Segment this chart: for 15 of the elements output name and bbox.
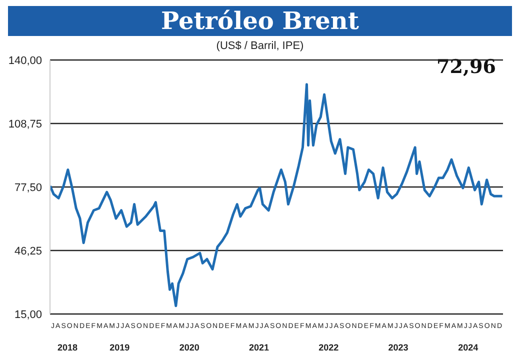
x-tick-label: 2019 <box>110 342 130 352</box>
y-tick-label: 140,00 <box>8 54 42 67</box>
x-tick-label: 2024 <box>458 342 478 352</box>
y-tick-label: 46,25 <box>14 245 42 258</box>
y-tick-label: 15,00 <box>14 308 42 321</box>
chart-subtitle: (US$ / Barril, IPE) <box>215 40 305 52</box>
x-tick-label: 2023 <box>388 342 408 352</box>
y-tick-label: 108,75 <box>8 118 42 130</box>
x-tick-label: 2018 <box>58 342 78 352</box>
x-tick-label: 2022 <box>318 342 339 352</box>
y-tick-label: 77,50 <box>14 182 42 194</box>
line-series <box>50 83 503 308</box>
x-tick-label: 2020 <box>179 342 200 352</box>
x-tick-label: 2021 <box>249 342 270 352</box>
chart-title: Petróleo Brent <box>8 6 512 36</box>
